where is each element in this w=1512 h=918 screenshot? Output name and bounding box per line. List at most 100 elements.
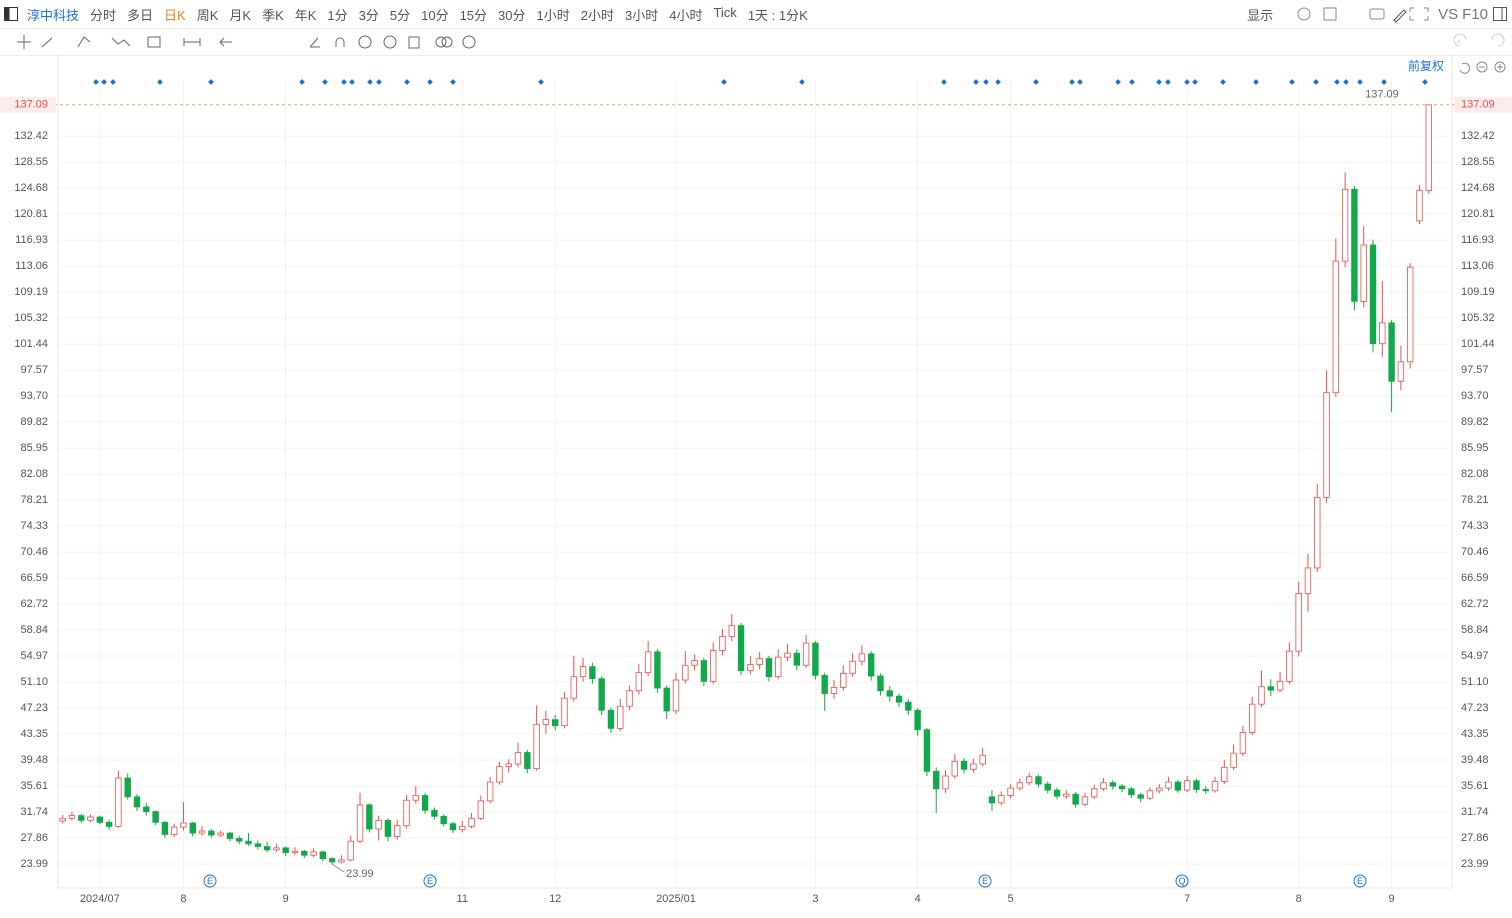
candle-body xyxy=(1406,266,1414,363)
candle-body xyxy=(338,859,345,863)
stock-name[interactable]: 淳中科技 xyxy=(27,7,80,23)
period-tab[interactable]: 15分 xyxy=(459,7,488,23)
max-price-label: 137.09 xyxy=(1365,89,1399,101)
y-tick-label-right: 62.72 xyxy=(1461,598,1489,610)
min-price-pointer xyxy=(331,863,345,873)
undo-redo[interactable] xyxy=(1452,28,1512,55)
y-tick-label: 113.06 xyxy=(15,260,48,272)
y-tick-label-right: 58.84 xyxy=(1461,624,1489,636)
candle-body xyxy=(496,766,503,783)
candle-body xyxy=(180,822,187,828)
period-tab[interactable]: 分时 xyxy=(90,7,117,23)
y-tick-label-right: 85.95 xyxy=(1461,442,1489,454)
candle-body xyxy=(1341,188,1349,262)
event-dot xyxy=(1220,79,1226,85)
candle-body xyxy=(552,719,559,727)
x-tick-label: 4 xyxy=(915,893,921,905)
period-tab[interactable]: 2小时 xyxy=(580,7,614,23)
event-dot xyxy=(376,79,382,85)
candle-body xyxy=(589,666,596,680)
y-tick-label: 109.19 xyxy=(14,286,48,298)
y-tick-label-right: 39.48 xyxy=(1461,754,1489,766)
periods: 分时 多日 日K 周K 月K 季K 年K 1分 3分 5分 10分 15分 30分 1小时 2小时 3小时 4小… xyxy=(90,5,819,24)
event-marker-label: E xyxy=(982,876,988,886)
candle-body xyxy=(403,799,410,827)
period-tab[interactable]: 日K xyxy=(164,7,186,23)
event-dot xyxy=(995,79,1001,85)
y-tick-label-right: 23.99 xyxy=(1461,858,1489,870)
sidebar-icon[interactable] xyxy=(3,6,19,22)
candle-body xyxy=(412,795,419,801)
period-tab[interactable]: 多日 xyxy=(127,7,154,23)
period-tab[interactable]: 年K xyxy=(294,7,317,23)
y-tick-label: 116.93 xyxy=(15,234,48,246)
y-tick-label-right: 128.55 xyxy=(1461,156,1495,168)
period-tab[interactable]: 月K xyxy=(229,7,252,23)
candle-body xyxy=(775,656,782,678)
candle-body xyxy=(756,658,763,665)
candle-body xyxy=(236,838,243,842)
event-dot xyxy=(93,79,99,85)
candle-body xyxy=(1025,776,1033,784)
candle-body xyxy=(1332,260,1340,394)
candle-body xyxy=(1118,785,1126,790)
y-tick-label-right: 27.86 xyxy=(1461,832,1489,844)
y-tick-label: 89.82 xyxy=(20,416,48,428)
period-tab[interactable]: 5分 xyxy=(389,7,411,23)
event-dot xyxy=(1156,79,1162,85)
period-tab[interactable]: 1分 xyxy=(327,7,348,23)
candle-body xyxy=(161,821,169,835)
event-dot xyxy=(1253,79,1259,85)
display-menu[interactable]: 显示 xyxy=(1247,7,1274,23)
y-tick-label-right: 43.35 xyxy=(1461,728,1489,740)
period-tab[interactable]: 3小时 xyxy=(624,7,659,23)
candle-body xyxy=(1267,686,1274,691)
period-tab[interactable]: 10分 xyxy=(421,7,449,23)
event-marker xyxy=(1353,874,1367,888)
candle-body xyxy=(273,847,280,851)
x-tick-label: 2025/01 xyxy=(656,893,696,905)
candle-body xyxy=(802,642,810,666)
y-tick-label: 39.48 xyxy=(20,754,48,766)
period-tab[interactable]: 季K xyxy=(262,7,284,23)
f10-button[interactable]: F10 xyxy=(1462,5,1488,23)
period-tab[interactable]: 3分 xyxy=(358,7,379,23)
candle-body xyxy=(1360,244,1367,302)
candle-body xyxy=(115,777,122,827)
event-marker xyxy=(423,874,437,888)
period-tab[interactable]: 30分 xyxy=(498,7,526,23)
y-tick-label: 82.08 xyxy=(20,468,48,480)
candle-body xyxy=(858,653,866,662)
candle-body xyxy=(644,651,652,674)
vs-button[interactable]: VS xyxy=(1438,5,1459,23)
y-tick-label-right: 116.93 xyxy=(1461,234,1494,246)
candle-body xyxy=(319,851,327,859)
period-tab[interactable]: Tick xyxy=(713,4,737,20)
x-tick-label: 7 xyxy=(1184,893,1190,905)
y-tick-label-right: 113.06 xyxy=(1461,260,1494,272)
candle-body xyxy=(849,660,856,674)
event-dot xyxy=(208,79,214,85)
period-tab[interactable]: 4小时 xyxy=(669,7,703,23)
candle-body xyxy=(635,672,643,692)
event-dot xyxy=(1343,79,1349,85)
period-tab[interactable]: 1天 : 1分K xyxy=(747,7,808,23)
period-tab[interactable]: 1小时 xyxy=(536,7,570,23)
panel-icon[interactable] xyxy=(1492,6,1508,22)
event-dot xyxy=(799,79,805,85)
event-dot xyxy=(299,79,305,85)
candle-body xyxy=(124,777,131,798)
last-price-box-right xyxy=(1454,96,1512,113)
x-tick-label: 9 xyxy=(1389,893,1395,905)
y-tick-label-right: 89.82 xyxy=(1461,416,1489,428)
candle-body xyxy=(933,770,940,790)
candle-body xyxy=(1379,322,1386,345)
event-dot xyxy=(721,79,727,85)
y-tick-label-right: 120.81 xyxy=(1461,208,1495,220)
y-tick-label-right: 31.74 xyxy=(1461,806,1489,818)
period-tab[interactable]: 周K xyxy=(196,7,219,23)
candle-body xyxy=(431,809,438,817)
candle-body xyxy=(282,847,289,853)
event-dot xyxy=(1192,79,1198,85)
adjust-mode[interactable]: 前复权 xyxy=(1408,58,1444,73)
